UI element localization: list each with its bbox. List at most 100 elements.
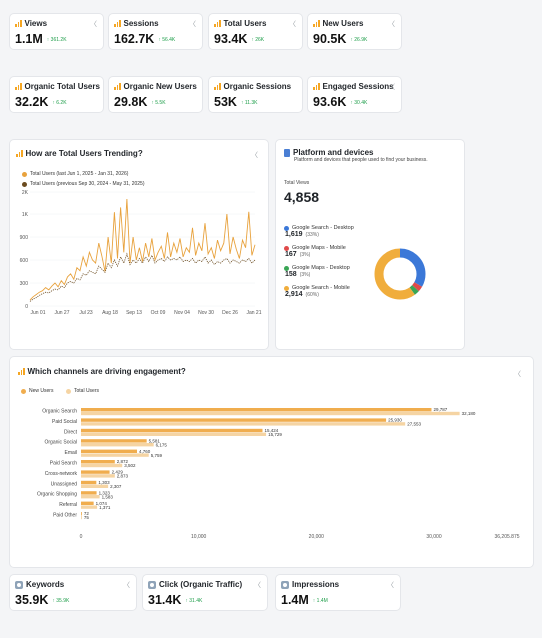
y-tick-label: 0 (25, 304, 28, 310)
bar-new-users (81, 408, 432, 412)
platform-name: Google Maps - Desktop (292, 265, 350, 271)
channels-bar-chart: 0 10,000 20,000 30,000 36,205.875 Organic Sea… (37, 407, 520, 540)
bar-value-label: 27,553 (407, 422, 421, 427)
category-label: Organic Search (42, 409, 77, 415)
kpi-value: 162.7K (114, 32, 155, 46)
y-tick-label: 600 (20, 258, 29, 264)
kpi-header: Engaged Sessions (313, 82, 394, 91)
kpi-card-new-users[interactable]: New Users 〈 90.5K ↑ 26.9K (307, 13, 402, 50)
platform-title: Platform and devices (284, 148, 373, 157)
x-tick-label: 36,205.875 (494, 534, 519, 540)
platform-item-value-row: 1,619 (33%) (285, 231, 374, 238)
bar-value-label: 1,371 (99, 505, 111, 510)
kpi-card-views[interactable]: Views 〈 1.1M ↑ 361.2K (9, 13, 104, 50)
bar-total-users (81, 505, 98, 509)
platform-item-header: Google Maps - Mobile (284, 245, 374, 251)
kpi-delta: ↑ 11.3K (240, 99, 258, 106)
chevron-icon[interactable]: 〈 (514, 371, 521, 378)
kpi-value-block: 32.2K ↑ 6.2K (15, 95, 67, 109)
kpi-value: 93.6K (313, 95, 347, 109)
bar-value-label: 32,180 (462, 411, 476, 416)
total-views-label: Total Views (284, 180, 310, 186)
channels-card: Which channels are driving engagement? 〈… (9, 356, 534, 568)
kpi-value-block: 93.4K ↑ 26K (214, 32, 264, 46)
kpi-card-organic-total-users[interactable]: Organic Total Users 32.2K ↑ 6.2K (9, 76, 104, 113)
kpi-label: Total Users (223, 19, 267, 28)
kpi-label: Keywords (26, 580, 65, 589)
platform-dot (284, 285, 289, 291)
total-views-value: 4,858 (284, 189, 320, 205)
bar-new-users (81, 449, 138, 453)
platform-item-value-row: 167 (3%) (285, 251, 374, 258)
kpi-card-keywords[interactable]: Keywords 〈 35.9K ↑ 35.9K (9, 574, 137, 611)
kpi-delta: ↑ 1.4M (312, 597, 328, 604)
bar-value-label: 4,760 (139, 449, 151, 454)
bar-chart-icon (214, 83, 221, 90)
platform-item: Google Search - Desktop 1,619 (33%) (284, 225, 374, 238)
chevron-icon[interactable]: 〈 (123, 582, 130, 589)
kpi-value: 1.4M (281, 593, 309, 607)
kpi-card-total-users[interactable]: Total Users 〈 93.4K ↑ 26K (208, 13, 303, 50)
platform-subtitle: Platform and devices that people used to… (294, 157, 428, 163)
legend-current-label: Total Users (last Jun 1, 2025 - Jan 31, … (30, 171, 129, 177)
category-label: Paid Other (53, 513, 77, 519)
y-tick-label: 2K (22, 190, 29, 196)
kpi-card-impressions[interactable]: Impressions 〈 1.4M ↑ 1.4M (275, 574, 401, 611)
platform-value: 167 (285, 251, 297, 258)
bar-total-users (81, 432, 267, 436)
legend-new-users-label: New Users (29, 388, 54, 394)
kpi-card-organic-new-users[interactable]: Organic New Users 29.8K ↑ 5.5K (108, 76, 203, 113)
kpi-label: Organic Total Users (24, 82, 100, 91)
bar-new-users (81, 491, 97, 495)
x-tick-label: Nov 30 (198, 310, 214, 316)
kpi-card-engaged-sessions[interactable]: Engaged Sessions 〈 93.6K ↑ 30.4K (307, 76, 402, 113)
platform-donut-chart (374, 248, 426, 300)
bar-chart-icon (114, 20, 121, 27)
chevron-icon[interactable]: 〈 (388, 84, 395, 91)
bar-chart-icon (313, 83, 320, 90)
kpi-card-organic-sessions[interactable]: Organic Sessions 53K ↑ 11.3K (208, 76, 303, 113)
bar-value-label: 1,583 (102, 494, 114, 499)
x-tick-label: Oct 09 (151, 310, 166, 316)
chevron-icon[interactable]: 〈 (387, 582, 394, 589)
chevron-icon[interactable]: 〈 (254, 582, 261, 589)
chevron-icon[interactable]: 〈 (189, 21, 196, 28)
search-console-icon (15, 580, 23, 589)
platform-pct: (3%) (299, 272, 311, 278)
kpi-value-block: 162.7K ↑ 56.4K (114, 32, 175, 46)
kpi-value: 53K (214, 95, 237, 109)
platform-item: Google Maps - Desktop 158 (3%) (284, 265, 374, 278)
chevron-icon[interactable]: 〈 (388, 21, 395, 28)
kpi-value-block: 93.6K ↑ 30.4K (313, 95, 367, 109)
platform-card: Platform and devices Platform and device… (275, 139, 465, 350)
x-tick-label: Sep 13 (126, 310, 142, 316)
bar-total-users (81, 474, 115, 478)
bar-new-users (81, 418, 387, 422)
platform-dot (284, 225, 289, 231)
kpi-delta: ↑ 361.2K (46, 36, 67, 43)
kpi-value: 35.9K (15, 593, 49, 607)
chevron-icon[interactable]: 〈 (90, 21, 97, 28)
kpi-delta: ↑ 56.4K (158, 36, 176, 43)
category-label: Direct (64, 429, 78, 435)
bar-new-users (81, 470, 110, 474)
platform-pct: (60%) (305, 292, 319, 298)
platform-value: 158 (285, 271, 297, 278)
kpi-card-clicks[interactable]: Click (Organic Traffic) 〈 31.4K ↑ 31.4K (142, 574, 268, 611)
x-tick-label: Dec 26 (222, 310, 238, 316)
platform-value: 2,914 (285, 291, 303, 298)
legend-dot-new-users (21, 388, 26, 394)
chevron-icon[interactable]: 〈 (289, 21, 296, 28)
chevron-icon[interactable]: 〈 (251, 152, 258, 159)
kpi-delta: ↑ 6.2K (52, 99, 67, 106)
bar-total-users (81, 484, 109, 488)
kpi-value: 1.1M (15, 32, 43, 46)
bar-value-label: 2,872 (117, 459, 129, 464)
kpi-delta: ↑ 35.9K (52, 597, 70, 604)
bar-total-users (81, 515, 82, 520)
kpi-delta: ↑ 26K (251, 36, 265, 43)
bar-total-users (81, 463, 123, 468)
bar-new-users (81, 439, 147, 443)
kpi-value-block: 35.9K ↑ 35.9K (15, 593, 69, 607)
kpi-card-sessions[interactable]: Sessions 〈 162.7K ↑ 56.4K (108, 13, 203, 50)
